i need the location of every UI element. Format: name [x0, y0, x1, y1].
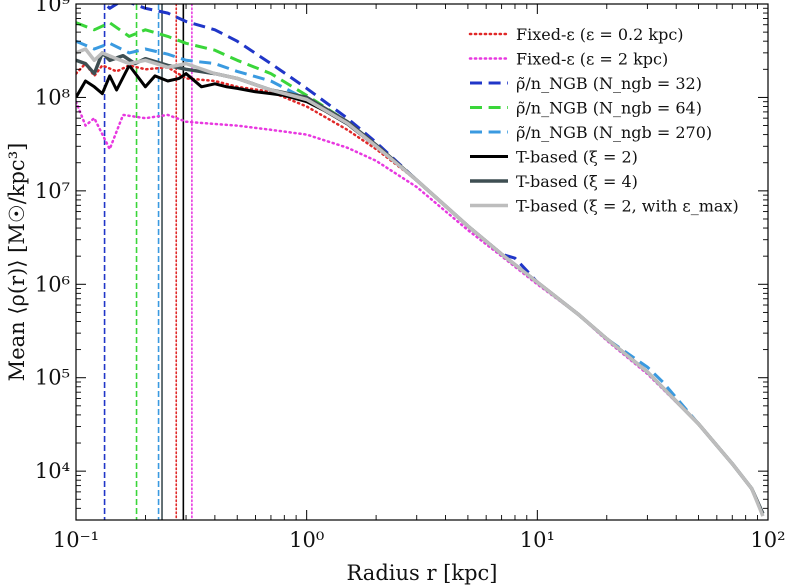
plot-frame — [75, 3, 769, 521]
y-tick-label: 10⁹ — [35, 0, 70, 16]
legend-entry-3: ρ̃/n_NGB (N_ngb = 64) — [516, 99, 702, 118]
y-tick-label: 10⁷ — [35, 179, 70, 203]
legend-entry-5: T-based (ξ = 2) — [516, 148, 638, 167]
x-axis-label: Radius r [kpc] — [347, 561, 498, 585]
x-tick-label: 10⁰ — [289, 528, 324, 552]
series-lines — [76, 4, 765, 517]
series-line-1 — [76, 100, 753, 490]
y-tick-label: 10⁴ — [35, 459, 70, 483]
legend: Fixed-ε (ε = 0.2 kpc) Fixed-ε (ε = 2 kpc)… — [468, 25, 739, 216]
series-line-7 — [76, 47, 765, 517]
x-tick-label: 10² — [750, 528, 785, 552]
x-tick-label: 10¹ — [520, 528, 555, 552]
legend-entry-0: Fixed-ε (ε = 0.2 kpc) — [516, 25, 684, 44]
legend-entry-6: T-based (ξ = 4) — [516, 172, 638, 191]
vertical-markers — [103, 4, 193, 520]
legend-entry-4: ρ̃/n_NGB (N_ngb = 270) — [516, 123, 712, 142]
y-tick-label: 10⁵ — [35, 366, 70, 390]
legend-entry-1: Fixed-ε (ε = 2 kpc) — [516, 50, 668, 69]
tick-labels: 10⁻¹ 10⁰ 10¹ 10² 10⁴ 10⁵ 10⁶ 10⁷ 10⁸ 10⁹ — [35, 0, 786, 552]
x-tick-label: 10⁻¹ — [53, 528, 99, 552]
y-tick-label: 10⁶ — [35, 272, 70, 296]
legend-entry-7: T-based (ξ = 2, with ε_max) — [516, 197, 739, 216]
legend-entry-2: ρ̃/n_NGB (N_ngb = 32) — [516, 74, 702, 93]
axis-ticks — [75, 3, 769, 521]
series-line-0 — [76, 62, 753, 490]
y-tick-label: 10⁸ — [35, 85, 70, 109]
y-axis-label: Mean ⟨ρ(r)⟩ [M☉/kpc³] — [5, 143, 29, 382]
